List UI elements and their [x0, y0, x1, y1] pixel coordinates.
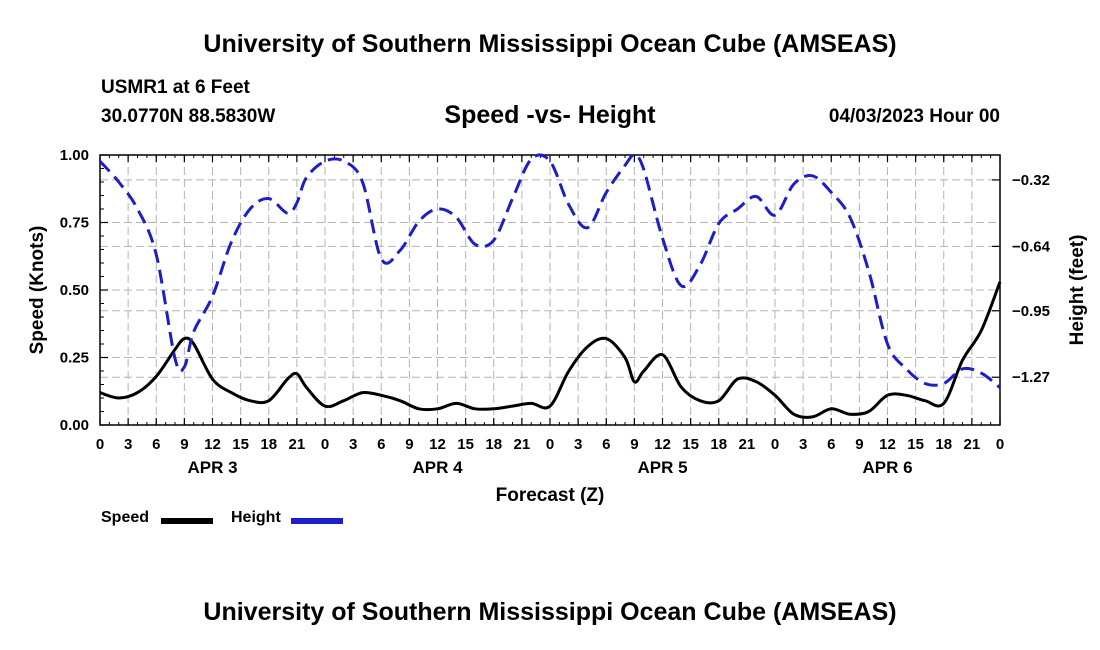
legend-height-swatch — [291, 518, 343, 524]
y-axis-label-left: Speed (Knots) — [27, 226, 48, 355]
x-tick-label: 6 — [602, 436, 610, 453]
y-tick-label-right: −1.27 — [1012, 369, 1050, 386]
chart-title: University of Southern Mississippi Ocean… — [203, 30, 897, 58]
speed-series-line — [99, 281, 1002, 419]
legend-speed-swatch — [161, 518, 213, 524]
x-tick-label: 18 — [710, 436, 727, 453]
x-tick-label: 15 — [907, 436, 924, 453]
axis-labels: 0 3 6 9 12 15 18 21 0 3 6 9 12 15 18 21 0 3 6 9 12 15 18 21 0 3 6 9… — [27, 147, 1088, 506]
x-tick-label: 0 — [996, 436, 1004, 453]
x-axis-label: Forecast (Z) — [496, 485, 605, 506]
legend-speed-label: Speed — [101, 509, 150, 526]
height-series-line — [98, 153, 1001, 389]
y-tick-label-left: 0.50 — [60, 282, 89, 299]
station-label: USMR1 at 6 Feet — [101, 77, 250, 98]
axes — [99, 154, 1001, 426]
x-tick-label: 21 — [964, 436, 981, 453]
chart-subtitle: Speed -vs- Height — [444, 101, 656, 129]
x-tick-label: 3 — [799, 436, 807, 453]
forecast-datetime: 04/03/2023 Hour 00 — [828, 106, 1000, 127]
y-tick-label-left: 0.00 — [60, 417, 89, 434]
x-tick-label: 9 — [405, 436, 413, 453]
x-tick-label: 3 — [124, 436, 132, 453]
y-tick-label-right: −0.95 — [1012, 303, 1050, 320]
x-tick-label: 21 — [739, 436, 756, 453]
footer-title: University of Southern Mississippi Ocean… — [203, 598, 897, 626]
x-tick-label: 18 — [260, 436, 277, 453]
grid-lines — [100, 155, 1000, 425]
x-tick-label: 12 — [204, 436, 221, 453]
y-axis-label-right: Height (feet) — [1067, 235, 1088, 346]
day-label: APR 3 — [187, 458, 237, 477]
x-tick-label: 0 — [546, 436, 554, 453]
x-tick-label: 21 — [514, 436, 531, 453]
x-tick-label: 12 — [654, 436, 671, 453]
x-tick-label: 15 — [457, 436, 474, 453]
x-tick-label: 9 — [855, 436, 863, 453]
x-tick-label: 15 — [232, 436, 249, 453]
x-tick-label: 0 — [96, 436, 104, 453]
y-tick-label-right: −0.64 — [1012, 238, 1051, 255]
y-tick-label-left: 0.75 — [60, 215, 89, 232]
x-tick-label: 3 — [574, 436, 582, 453]
series-lines — [98, 153, 1002, 419]
x-tick-label: 18 — [485, 436, 502, 453]
y-tick-label-left: 1.00 — [60, 147, 89, 164]
day-label: APR 6 — [862, 458, 912, 477]
x-tick-label: 3 — [349, 436, 357, 453]
x-tick-label: 6 — [377, 436, 385, 453]
x-tick-label: 15 — [682, 436, 699, 453]
x-tick-label: 12 — [429, 436, 446, 453]
x-tick-label: 18 — [935, 436, 952, 453]
x-tick-label: 12 — [879, 436, 896, 453]
day-label: APR 4 — [412, 458, 463, 477]
y-tick-label-left: 0.25 — [60, 350, 89, 367]
x-tick-label: 21 — [289, 436, 306, 453]
x-tick-label: 0 — [321, 436, 329, 453]
x-tick-label: 0 — [771, 436, 779, 453]
x-tick-label: 9 — [630, 436, 638, 453]
day-label: APR 5 — [637, 458, 687, 477]
station-coordinates: 30.0770N 88.5830W — [101, 106, 276, 127]
y-tick-label-right: −0.32 — [1012, 172, 1050, 189]
x-tick-label: 6 — [152, 436, 160, 453]
x-tick-label: 9 — [180, 436, 188, 453]
x-tick-label: 6 — [827, 436, 835, 453]
legend-height-label: Height — [231, 509, 281, 526]
